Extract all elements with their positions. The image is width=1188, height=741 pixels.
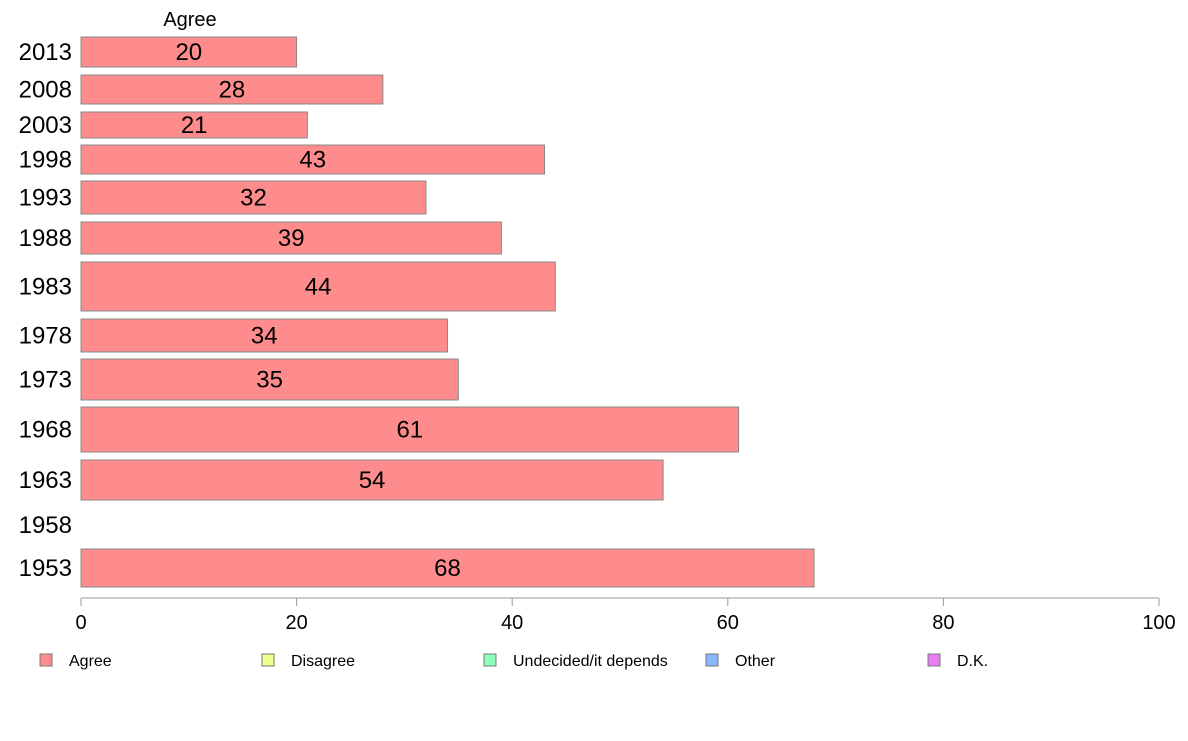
category-label-2013: 2013 — [19, 39, 72, 66]
x-tick-label-100: 100 — [1142, 612, 1175, 634]
legend-swatch-1 — [261, 653, 275, 667]
legend-label-0: Agree — [69, 653, 112, 670]
data-label-1988: 39 — [278, 225, 305, 252]
legend-label-4: D.K. — [957, 653, 988, 670]
x-tick-label-80: 80 — [932, 612, 954, 634]
x-tick-label-40: 40 — [501, 612, 523, 634]
bar-1968 — [80, 406, 740, 453]
bar-2003 — [80, 111, 308, 139]
bar-1983 — [80, 261, 556, 312]
legend-swatch-4 — [927, 653, 941, 667]
data-label-2008: 28 — [219, 77, 246, 104]
category-label-1963: 1963 — [19, 467, 72, 494]
legend-swatch-2 — [483, 653, 497, 667]
category-label-1988: 1988 — [19, 225, 72, 252]
category-label-1983: 1983 — [19, 274, 72, 301]
data-label-1998: 43 — [299, 147, 326, 174]
category-label-1958: 1958 — [19, 512, 72, 539]
category-labels: 2013 2008 2003 1998 1993 1988 1983 1978 1973 1968… — [19, 39, 72, 582]
legend-swatch-0 — [39, 653, 53, 667]
category-label-1998: 1998 — [19, 147, 72, 174]
data-label-1963: 54 — [359, 467, 386, 494]
data-label-1968: 61 — [396, 417, 423, 444]
legend-swatch-3 — [705, 653, 719, 667]
data-label-1978: 34 — [251, 323, 278, 350]
bar-1998 — [80, 144, 546, 175]
data-label-2003: 21 — [181, 112, 208, 139]
x-axis: 0 20 40 60 80 100 — [75, 597, 1176, 634]
bar-1978 — [80, 318, 449, 353]
category-label-1968: 1968 — [19, 417, 72, 444]
data-label-1953: 68 — [434, 555, 461, 582]
category-label-2008: 2008 — [19, 77, 72, 104]
x-tick-label-20: 20 — [285, 612, 307, 634]
data-label-1973: 35 — [256, 367, 283, 394]
x-tick-label-0: 0 — [75, 612, 86, 634]
data-label-2013: 20 — [175, 39, 202, 66]
data-label-1983: 44 — [305, 274, 332, 301]
bar-2008 — [80, 74, 384, 105]
bar-1993 — [80, 180, 427, 215]
category-label-1978: 1978 — [19, 323, 72, 350]
category-label-1953: 1953 — [19, 555, 72, 582]
category-label-1993: 1993 — [19, 185, 72, 212]
bar-2013 — [80, 36, 298, 68]
legend-label-3: Other — [735, 653, 776, 670]
legend: Agree Disagree Undecided/it depends Other D.… — [39, 653, 988, 670]
legend-label-1: Disagree — [291, 653, 355, 670]
bar-1973 — [80, 358, 459, 401]
category-label-2003: 2003 — [19, 112, 72, 139]
data-label-1993: 32 — [240, 185, 267, 212]
legend-label-2: Undecided/it depends — [513, 653, 668, 670]
category-label-1973: 1973 — [19, 367, 72, 394]
bar-1953 — [80, 548, 815, 588]
series-header: Agree — [163, 9, 216, 31]
bar-1963 — [80, 459, 664, 501]
bar-1988 — [80, 221, 502, 255]
x-tick-label-60: 60 — [717, 612, 739, 634]
